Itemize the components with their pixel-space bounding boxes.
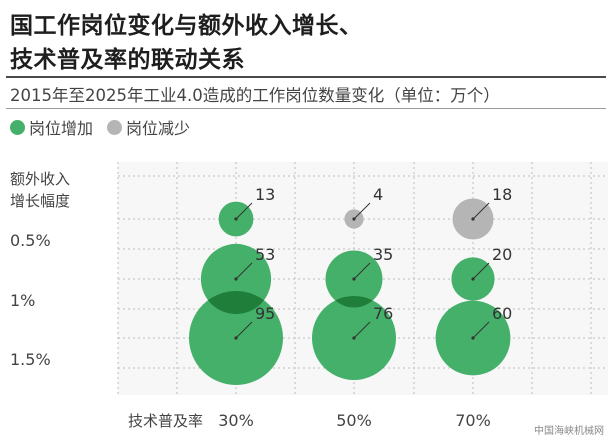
- bubble-center-50%-0.5%: [352, 217, 356, 221]
- legend: 岗位增加 岗位减少: [10, 115, 204, 139]
- y-tick-label-2: 1.5%: [10, 350, 51, 369]
- leader-line-50%-1.5%: [353, 321, 371, 339]
- legend-label-increase: 岗位增加: [29, 119, 94, 138]
- x-axis-title: 技术普及率: [128, 412, 203, 430]
- data-label-30%-0.5%: 13: [255, 185, 275, 204]
- bubble-center-70%-0.5%: [471, 217, 475, 221]
- y-tick-label-1: 1%: [10, 291, 35, 310]
- y-axis-title-line-1: 额外收入: [10, 170, 70, 188]
- data-label-50%-0.5%: 4: [373, 185, 383, 204]
- x-tick-label-2: 70%: [455, 411, 491, 430]
- y-axis-title-line-2: 增长幅度: [10, 192, 70, 210]
- data-label-50%-1%: 35: [373, 245, 393, 264]
- legend-swatch-decrease: [107, 119, 123, 135]
- legend-label-decrease: 岗位减少: [126, 119, 191, 138]
- leader-line-70%-1%: [472, 262, 490, 280]
- data-label-70%-0.5%: 18: [492, 185, 512, 204]
- data-label-30%-1.5%: 95: [255, 304, 275, 323]
- bubble-center-30%-1%: [234, 277, 238, 281]
- data-label-30%-1%: 53: [255, 245, 275, 264]
- data-label-70%-1%: 20: [492, 245, 512, 264]
- x-tick-label-0: 30%: [218, 411, 254, 430]
- value-markers: 13 53 95 4 35 76 18 20 60: [234, 185, 512, 340]
- chart-title-line-1: 国工作岗位变化与额外收入增长、: [10, 13, 363, 39]
- bubble-center-50%-1%: [352, 277, 356, 281]
- subtitle-rule: [6, 108, 606, 109]
- leader-line-30%-0.5%: [235, 202, 253, 220]
- y-tick-label-0: 0.5%: [10, 231, 51, 250]
- bubble-center-50%-1.5%: [352, 336, 356, 340]
- bubble-center-30%-0.5%: [234, 217, 238, 221]
- legend-swatch-increase: [10, 119, 25, 135]
- leader-line-70%-1.5%: [472, 321, 490, 339]
- leader-line-30%-1.5%: [235, 321, 253, 339]
- x-axis: 技术普及率 30% 50% 70%: [128, 411, 491, 430]
- chart-title-line-2: 技术普及率的联动关系: [10, 47, 245, 73]
- watermark: 中国海峡机械网: [534, 426, 604, 437]
- leader-line-50%-0.5%: [353, 202, 371, 220]
- data-label-50%-1.5%: 76: [373, 304, 393, 323]
- title-rule: [6, 76, 606, 78]
- legend-item-increase: 岗位增加: [10, 115, 93, 139]
- x-tick-label-1: 50%: [336, 411, 372, 430]
- leader-line-50%-1%: [353, 262, 371, 280]
- data-label-70%-1.5%: 60: [492, 304, 512, 323]
- leader-line-70%-0.5%: [472, 202, 490, 220]
- bubble-center-30%-1.5%: [234, 336, 238, 340]
- legend-item-decrease: 岗位减少: [107, 115, 190, 139]
- leader-line-30%-1%: [235, 262, 253, 280]
- bubble-center-70%-1%: [471, 277, 475, 281]
- chart-subtitle: 2015年至2025年工业4.0造成的工作岗位数量变化（单位：万个）: [10, 86, 500, 105]
- bubble-center-70%-1.5%: [471, 336, 475, 340]
